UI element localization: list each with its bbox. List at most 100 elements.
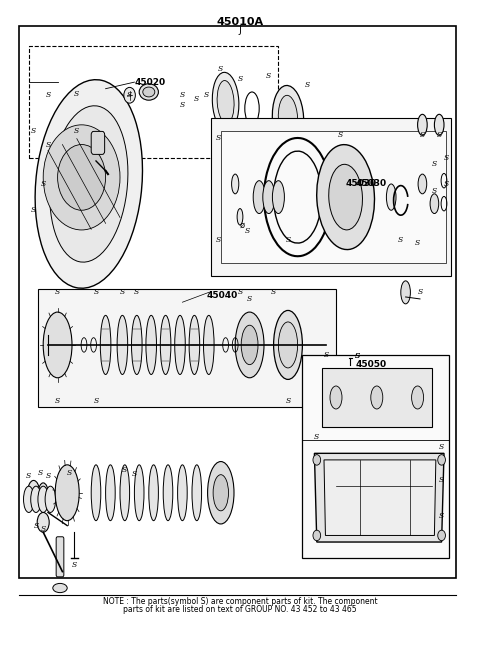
Ellipse shape — [45, 486, 56, 512]
Text: S: S — [74, 90, 79, 98]
Ellipse shape — [139, 84, 158, 101]
Ellipse shape — [163, 465, 173, 520]
Ellipse shape — [330, 386, 342, 409]
Text: S: S — [355, 352, 360, 360]
Ellipse shape — [317, 145, 374, 250]
Ellipse shape — [192, 465, 202, 520]
Ellipse shape — [38, 483, 48, 503]
Ellipse shape — [217, 81, 234, 123]
Ellipse shape — [24, 486, 34, 512]
Text: S: S — [415, 239, 420, 247]
Ellipse shape — [272, 181, 284, 214]
Text: S: S — [204, 91, 209, 99]
Text: S: S — [120, 288, 125, 296]
Text: S: S — [216, 236, 221, 244]
Ellipse shape — [241, 325, 258, 365]
Text: S: S — [41, 180, 46, 188]
Circle shape — [313, 455, 321, 465]
Circle shape — [43, 125, 120, 230]
Text: S: S — [355, 352, 360, 360]
Ellipse shape — [175, 315, 185, 374]
Text: S: S — [94, 288, 98, 296]
Ellipse shape — [272, 85, 304, 151]
Ellipse shape — [204, 315, 214, 374]
Ellipse shape — [189, 315, 200, 374]
Polygon shape — [221, 131, 446, 263]
Ellipse shape — [106, 465, 115, 520]
Text: S: S — [238, 288, 242, 296]
Text: S: S — [41, 525, 46, 533]
Text: S: S — [439, 443, 444, 451]
Ellipse shape — [237, 209, 243, 225]
Text: S: S — [34, 522, 38, 530]
Text: ø: ø — [240, 221, 245, 230]
Text: S: S — [46, 472, 50, 480]
Text: S: S — [31, 127, 36, 135]
Ellipse shape — [278, 95, 298, 141]
Text: S: S — [238, 75, 242, 83]
Text: S: S — [418, 288, 422, 296]
Ellipse shape — [208, 461, 234, 524]
Polygon shape — [324, 460, 436, 535]
Polygon shape — [211, 118, 451, 276]
Text: S: S — [132, 470, 137, 478]
Text: S: S — [46, 141, 50, 148]
Ellipse shape — [278, 322, 298, 368]
Ellipse shape — [274, 311, 302, 380]
Text: S: S — [271, 288, 276, 296]
Text: 45050: 45050 — [355, 360, 386, 369]
Text: S: S — [74, 127, 79, 135]
Text: S: S — [72, 561, 77, 569]
Text: S: S — [218, 65, 223, 73]
Polygon shape — [314, 453, 444, 542]
Text: S: S — [439, 512, 444, 520]
Circle shape — [438, 530, 445, 541]
Ellipse shape — [149, 465, 158, 520]
Ellipse shape — [253, 181, 265, 214]
Text: S: S — [432, 160, 437, 168]
Text: S: S — [55, 288, 60, 296]
Ellipse shape — [117, 315, 128, 374]
Ellipse shape — [38, 486, 48, 512]
Text: S: S — [216, 134, 221, 142]
Text: S: S — [194, 95, 199, 102]
Ellipse shape — [430, 194, 439, 214]
Text: S: S — [38, 469, 43, 477]
Text: S: S — [94, 397, 98, 405]
Ellipse shape — [55, 465, 79, 520]
Ellipse shape — [401, 281, 410, 304]
Ellipse shape — [146, 315, 156, 374]
Ellipse shape — [91, 465, 101, 520]
Ellipse shape — [418, 114, 427, 135]
Text: S: S — [67, 469, 72, 477]
Text: S: S — [305, 81, 310, 89]
Text: S: S — [286, 236, 290, 244]
Text: parts of kit are listed on text of GROUP NO. 43 452 to 43 465: parts of kit are listed on text of GROUP… — [123, 605, 357, 614]
Text: S: S — [444, 154, 449, 162]
Bar — [302, 355, 449, 558]
Ellipse shape — [212, 72, 239, 131]
Text: S: S — [324, 351, 329, 359]
Text: S: S — [134, 288, 139, 296]
Text: 45040: 45040 — [206, 291, 238, 300]
Ellipse shape — [100, 315, 111, 374]
Text: J: J — [239, 24, 241, 35]
Ellipse shape — [418, 174, 427, 194]
Text: S: S — [439, 476, 444, 484]
Ellipse shape — [231, 174, 239, 194]
Text: S: S — [122, 466, 127, 474]
Bar — [29, 46, 278, 158]
Ellipse shape — [120, 465, 130, 520]
Ellipse shape — [263, 181, 275, 214]
FancyBboxPatch shape — [56, 537, 64, 577]
Text: NOTE : The parts(symbol S) are component parts of kit. The component: NOTE : The parts(symbol S) are component… — [103, 597, 377, 606]
Ellipse shape — [134, 465, 144, 520]
Text: S: S — [432, 187, 437, 194]
Text: S: S — [247, 295, 252, 303]
Text: S: S — [245, 227, 250, 235]
Ellipse shape — [31, 486, 41, 512]
Text: S: S — [180, 101, 185, 109]
Ellipse shape — [235, 312, 264, 378]
Text: S: S — [338, 131, 343, 139]
Ellipse shape — [412, 386, 424, 409]
